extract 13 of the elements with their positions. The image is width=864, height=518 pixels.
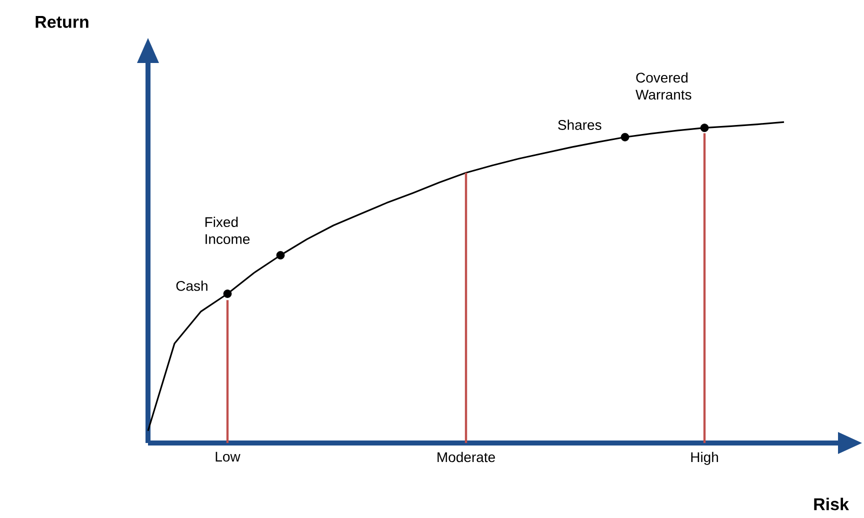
point — [276, 251, 285, 260]
point — [223, 290, 232, 298]
point — [700, 124, 709, 132]
annotation: Cash — [176, 280, 208, 291]
text: Covered Warrants — [636, 72, 692, 100]
x-tick-label: High — [691, 452, 718, 465]
annotation: Fixed Income — [205, 216, 250, 244]
x-tick-label: Moderate — [438, 452, 495, 462]
x-axis-title: Risk — [814, 498, 849, 510]
annotation: Shares — [558, 120, 602, 130]
point — [620, 132, 630, 142]
text: Return — [36, 16, 88, 28]
x-tick-label: Low — [216, 452, 240, 462]
